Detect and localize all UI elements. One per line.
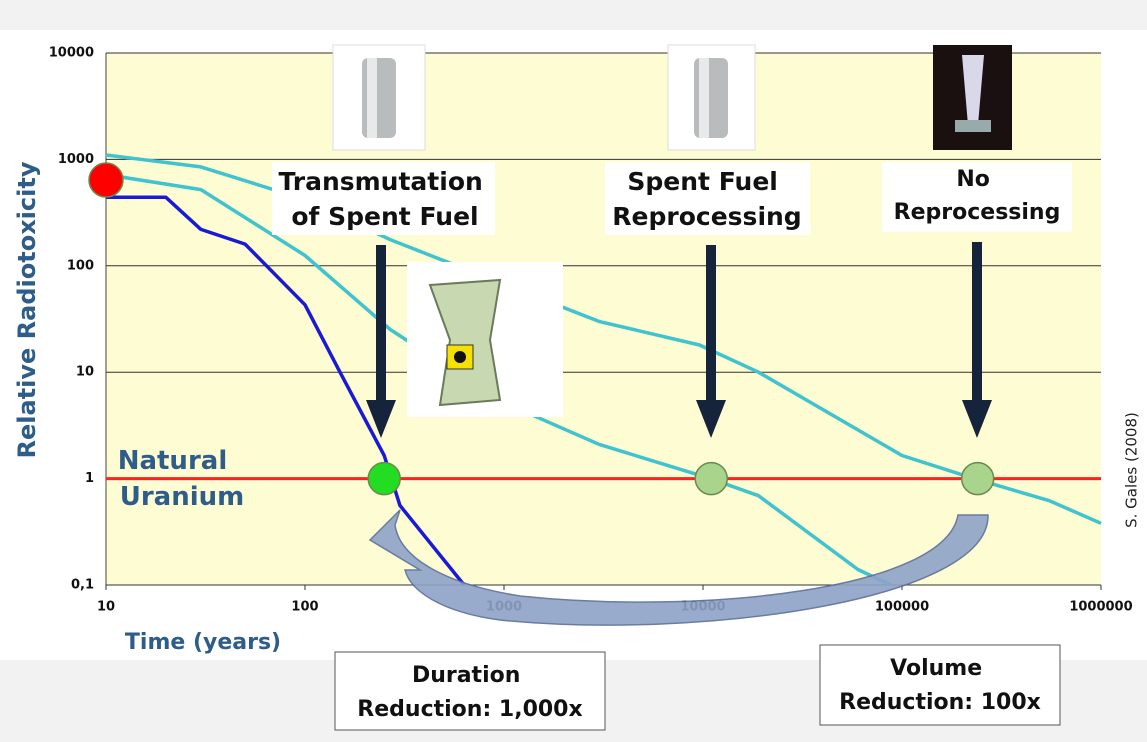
x-axis-label: Time (years) <box>125 630 281 655</box>
y-axis-label: Relative Radiotoxicity <box>13 161 41 458</box>
y-tick-label: 10 <box>76 365 94 380</box>
annotation-box <box>272 162 495 235</box>
canister-image <box>332 44 426 151</box>
marker-point <box>960 461 995 496</box>
marker-point <box>367 461 401 496</box>
annotation-box <box>605 162 810 235</box>
annotation-box <box>334 651 606 731</box>
down-arrow <box>366 242 992 438</box>
x-tick-label: 100 <box>291 600 318 615</box>
marker-point <box>88 162 124 198</box>
series-line <box>105 172 892 587</box>
cartoon-image <box>407 262 563 417</box>
reference-label: Natural Uranium <box>118 446 245 512</box>
canister-image <box>667 44 756 151</box>
annotation: Transmutation of Spent Fuel <box>278 167 491 231</box>
y-tick-label: 0,1 <box>71 578 94 593</box>
credit: S. Gales (2008) <box>1123 412 1141 528</box>
annotation: Volume Reduction: 100x <box>839 656 1041 715</box>
x-tick-label: 100000 <box>875 600 929 615</box>
y-tick-label: 10000 <box>49 46 94 61</box>
y-tick-label: 1 <box>85 471 94 486</box>
x-tick-label: 10 <box>97 600 115 615</box>
series-line <box>105 153 1102 525</box>
annotation: Spent Fuel Reprocessing <box>612 167 801 231</box>
annotation: No Reprocessing <box>894 167 1061 225</box>
y-tick-label: 100 <box>67 258 94 273</box>
annotation: Duration Reduction: 1,000x <box>357 663 582 722</box>
annotation-box <box>882 162 1072 232</box>
curved-arrow <box>368 509 989 626</box>
annotation-box <box>819 644 1061 726</box>
top-strip <box>0 0 1147 30</box>
x-tick-label: 1000000 <box>1069 600 1132 615</box>
repository-image <box>933 45 1012 150</box>
marker-point <box>694 461 728 496</box>
y-tick-label: 1000 <box>58 152 94 167</box>
